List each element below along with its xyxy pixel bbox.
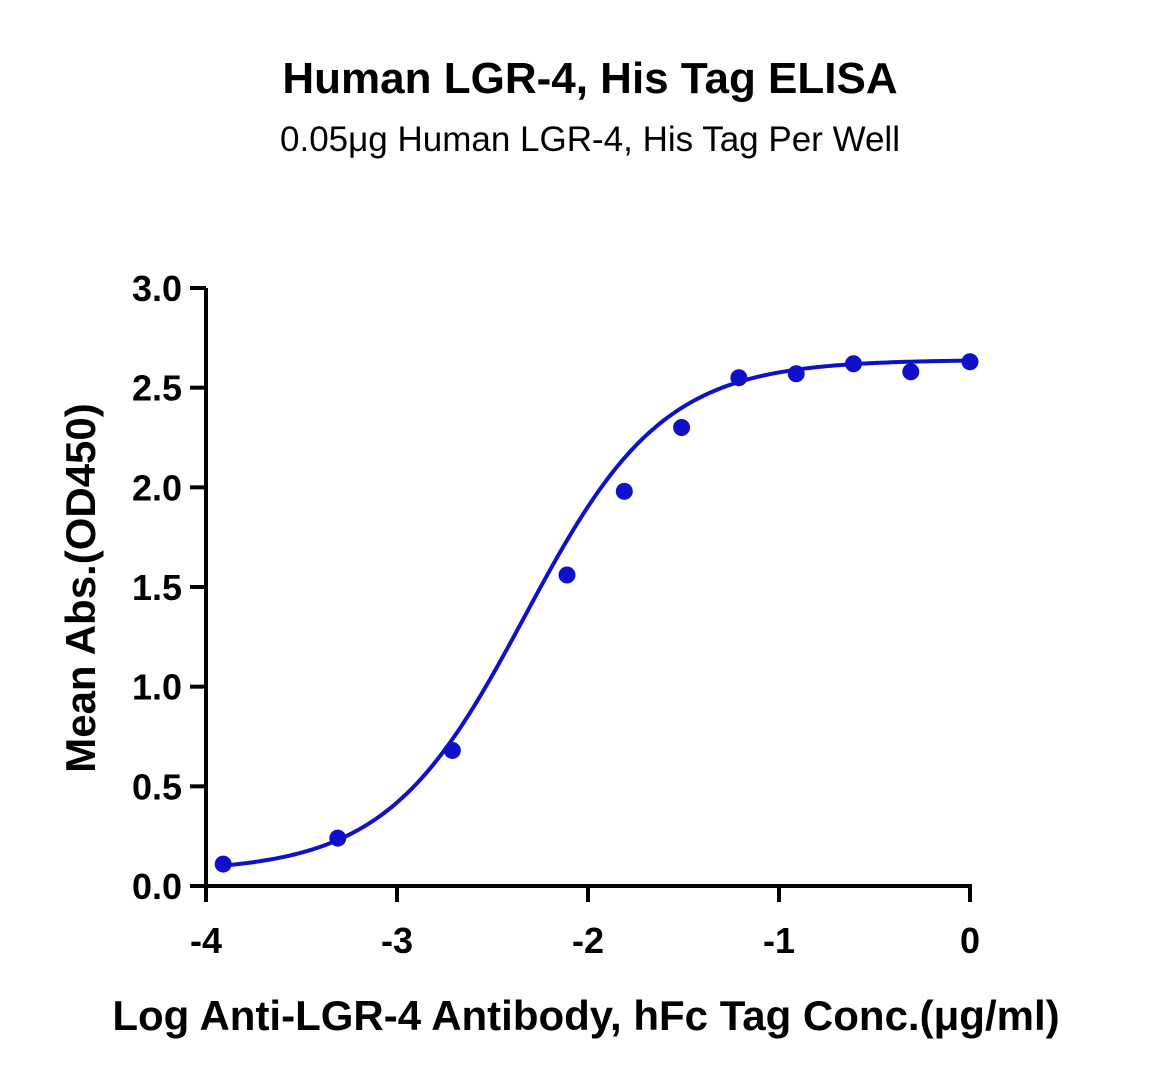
data-point bbox=[902, 363, 920, 381]
data-point bbox=[787, 365, 805, 383]
y-tick-label: 0.5 bbox=[132, 766, 182, 807]
data-point bbox=[844, 355, 862, 373]
chart-subtitle: 0.05μg Human LGR-4, His Tag Per Well bbox=[280, 120, 900, 159]
x-tick-label: -4 bbox=[190, 920, 222, 961]
data-point bbox=[615, 482, 633, 500]
y-tick-label: 2.0 bbox=[132, 467, 182, 508]
y-tick-label: 1.0 bbox=[132, 667, 182, 708]
data-point bbox=[558, 566, 576, 584]
x-tick-label: 0 bbox=[960, 920, 980, 961]
data-point bbox=[673, 419, 691, 437]
y-tick-label: 3.0 bbox=[132, 268, 182, 309]
y-tick-label: 0.0 bbox=[132, 866, 182, 907]
x-axis-title: Log Anti-LGR-4 Antibody, hFc Tag Conc.(μ… bbox=[112, 992, 1059, 1039]
data-point bbox=[730, 369, 748, 387]
fit-curve bbox=[223, 358, 971, 868]
chart-title: Human LGR-4, His Tag ELISA bbox=[282, 54, 897, 103]
data-point bbox=[214, 855, 232, 873]
data-point bbox=[329, 829, 347, 847]
x-tick-label: -1 bbox=[763, 920, 795, 961]
y-axis-title: Mean Abs.(OD450) bbox=[57, 403, 104, 773]
y-tick-label: 2.5 bbox=[132, 368, 182, 409]
fit-curve-layer bbox=[223, 358, 971, 868]
data-point bbox=[443, 741, 461, 759]
data-points-layer bbox=[214, 353, 979, 873]
y-tick-label: 1.5 bbox=[132, 567, 182, 608]
axes: 0.0 0.5 1.0 1.5 2.0 2.5 3.0 -4 -3 -2 -1 0 bbox=[132, 268, 980, 961]
x-tick-label: -2 bbox=[572, 920, 604, 961]
data-point bbox=[961, 353, 979, 371]
x-tick-label: -3 bbox=[381, 920, 413, 961]
